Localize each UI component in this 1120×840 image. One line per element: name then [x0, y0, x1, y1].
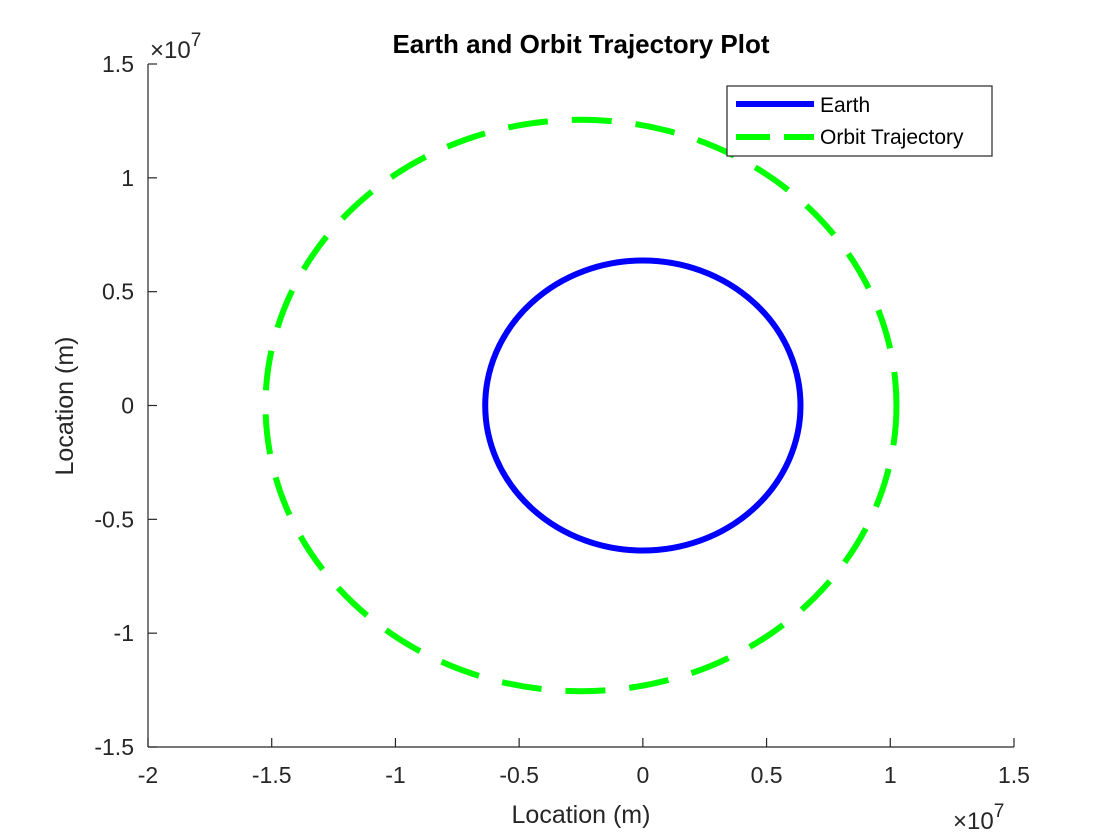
y-axis-multiplier-base: ×10 [150, 37, 191, 64]
plot-background [148, 64, 1014, 747]
y-axis-multiplier-exponent: 7 [191, 30, 202, 51]
legend: Earth Orbit Trajectory [726, 85, 993, 157]
x-axis-multiplier-base: ×10 [953, 808, 994, 835]
x-tick-label: -1.5 [252, 762, 292, 788]
x-axis-multiplier-exponent: 7 [994, 801, 1005, 822]
x-tick-label: -2 [138, 762, 158, 788]
chart-title: Earth and Orbit Trajectory Plot [392, 29, 769, 59]
x-tick-label: 1.5 [998, 762, 1030, 788]
legend-box [726, 85, 993, 157]
plot-area [148, 64, 1014, 747]
y-tick-label: 1.5 [102, 51, 134, 77]
y-tick-label: 0 [121, 393, 134, 419]
y-tick-label: -0.5 [94, 506, 134, 532]
series-orbit-trajectory [262, 116, 900, 695]
x-axis-multiplier: ×107 [953, 801, 1004, 835]
y-tick-label: 0.5 [102, 279, 134, 305]
x-axis-label: Location (m) [512, 801, 651, 829]
series-earth [482, 257, 804, 554]
ticks-layer: -2 -1.5 -1 -0.5 0 0.5 1 1.5-1.5-1-0.500.511.5 [94, 51, 1030, 788]
y-axis-label: Location (m) [51, 337, 79, 476]
legend-label-earth: Earth [820, 94, 870, 117]
y-tick-label: -1.5 [94, 734, 134, 760]
x-tick-label: 0.5 [751, 762, 783, 788]
series-layer [262, 116, 900, 695]
x-tick-label: 1 [884, 762, 897, 788]
legend-label-orbit-trajectory: Orbit Trajectory [820, 126, 964, 149]
y-tick-label: -1 [114, 620, 134, 646]
x-tick-label: -0.5 [499, 762, 539, 788]
x-tick-label: 0 [636, 762, 649, 788]
x-tick-label: -1 [385, 762, 405, 788]
y-tick-label: 1 [121, 165, 134, 191]
y-axis-multiplier: ×107 [150, 30, 201, 64]
